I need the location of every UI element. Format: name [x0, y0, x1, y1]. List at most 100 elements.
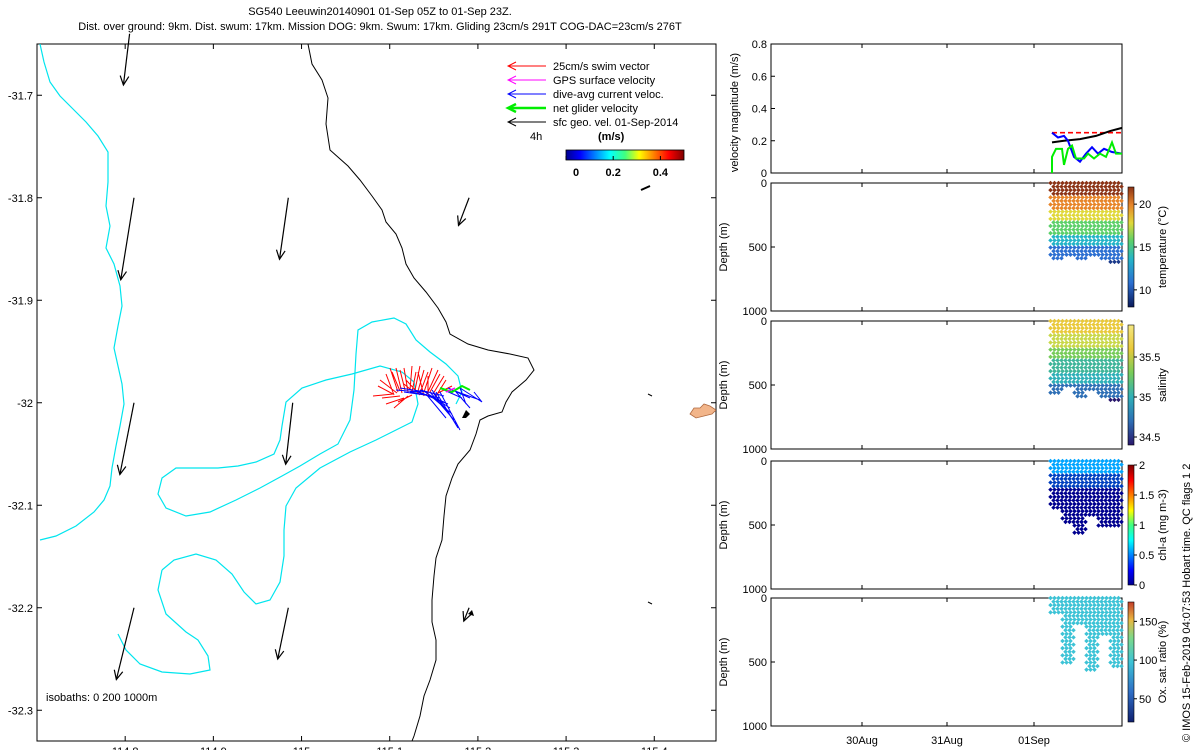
profile-point [1060, 333, 1065, 338]
profile-point [1083, 234, 1088, 240]
profile-point [1051, 343, 1056, 349]
y-tick-label: 0.8 [752, 39, 767, 51]
profile-point [1099, 212, 1104, 218]
profile-point [1116, 325, 1121, 331]
profile-point [1052, 325, 1057, 331]
profile-point [1115, 656, 1120, 662]
profile-point [1056, 325, 1061, 331]
profile-point [1068, 325, 1073, 331]
profile-point [1092, 508, 1097, 514]
chla-panel: 0 500 1000 Depth (m) 0 0.5 1 1.5 2 chl-a (mg m-3) [718, 456, 1169, 596]
profile-point [1072, 202, 1077, 207]
profile-point [1116, 368, 1121, 374]
profile-point [1116, 653, 1121, 658]
profile-point [1071, 642, 1076, 647]
profile-point [1112, 202, 1117, 207]
profile-point [1119, 483, 1124, 489]
profile-point [1091, 386, 1096, 392]
profile-point [1116, 354, 1121, 360]
profile-point [1092, 383, 1097, 388]
profile-point [1051, 329, 1056, 335]
profile-point [1076, 325, 1081, 331]
profile-point [1116, 390, 1121, 395]
profile-point [1088, 202, 1093, 207]
profile-point [1068, 216, 1073, 222]
profile-point [1108, 230, 1113, 236]
profile-point [1119, 386, 1124, 392]
profile-point [1067, 519, 1072, 525]
date-tick-label: 01Sep [1018, 735, 1050, 747]
profile-point [1068, 209, 1073, 214]
profile-point [1080, 501, 1085, 507]
profile-point [1112, 333, 1117, 338]
profile-point [1072, 195, 1077, 200]
velocity-panel: 0 0.2 0.4 0.6 0.8 velocity magnitude (m/s) [729, 39, 1123, 180]
profile-point [1052, 595, 1057, 601]
profile-point [1112, 195, 1117, 200]
profile-point [1079, 469, 1084, 475]
profile-point [1059, 212, 1064, 218]
geo-arrow [275, 197, 289, 261]
profile-point [1116, 252, 1121, 257]
profile-point [1080, 187, 1085, 193]
profile-point [1083, 212, 1088, 218]
profile-point [1104, 501, 1109, 507]
profile-point [1100, 610, 1105, 615]
profile-point [1068, 653, 1073, 658]
profile-point [1112, 473, 1117, 478]
profile-point [1096, 223, 1101, 229]
profile-point [1048, 333, 1053, 338]
profile-point [1075, 336, 1080, 342]
profile-point [1060, 216, 1065, 222]
net-glider-velocity [439, 384, 471, 394]
profile-point [1112, 252, 1117, 257]
profile-point [1087, 483, 1092, 489]
profile-point [1096, 458, 1101, 464]
profile-point [1072, 458, 1077, 464]
profile-point [1115, 379, 1120, 385]
profile-point [1084, 480, 1089, 485]
profile-point [1068, 318, 1073, 324]
profile-point [1083, 248, 1088, 254]
profile-point [1096, 383, 1101, 388]
profile-point [1080, 252, 1085, 257]
profile-point [1064, 318, 1069, 324]
profile-point [1091, 469, 1096, 475]
profile-point [1087, 656, 1092, 662]
profile-point [1052, 494, 1057, 500]
profile-point [1107, 205, 1112, 211]
profile-point [1052, 252, 1057, 257]
profile-point [1056, 465, 1061, 471]
profile-point [1096, 180, 1101, 186]
profile-point [1108, 376, 1113, 381]
profile-point [1088, 383, 1093, 388]
profile-point [1096, 202, 1101, 207]
depth-tick-label: 1000 [743, 584, 767, 596]
profile-point [1103, 198, 1108, 204]
profile-point [1095, 505, 1100, 510]
profile-point [1091, 358, 1096, 363]
x-tick-label: 115 [293, 746, 311, 750]
profile-point [1056, 354, 1061, 360]
profile-point [1107, 386, 1112, 392]
profile-point [1104, 473, 1109, 478]
profile-point [1104, 252, 1109, 257]
profile-point [1072, 209, 1077, 214]
profile-point [1060, 238, 1065, 243]
profile-point [1080, 318, 1085, 324]
profile-point [1111, 642, 1116, 647]
profile-point [1068, 230, 1073, 236]
profile-point [1067, 329, 1072, 335]
profile-point [1096, 480, 1101, 485]
profile-point [1115, 350, 1120, 356]
profile-point [1064, 223, 1069, 229]
profile-point [1068, 187, 1073, 193]
profile-point [1107, 469, 1112, 475]
profile-point [1087, 205, 1092, 211]
profile-point [1104, 209, 1109, 214]
profile-point [1108, 340, 1113, 345]
profile-point [1055, 379, 1060, 385]
profile-point [1111, 519, 1116, 525]
profile-point [1059, 205, 1064, 211]
map-legend: 25cm/s swim vector GPS surface velocity di… [505, 61, 678, 129]
